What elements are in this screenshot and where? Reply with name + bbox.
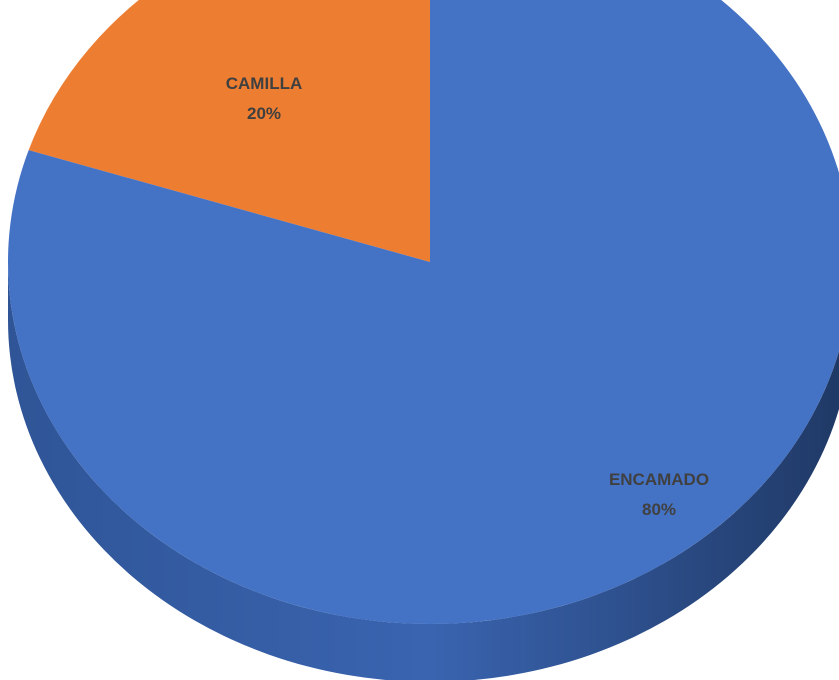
pie-side-encamado: [8, 262, 839, 680]
pie-top-faces: [8, 0, 839, 624]
pie-slice-encamado: [8, 0, 839, 624]
slice-label-camilla: CAMILLA: [226, 74, 302, 93]
slice-percent-encamado: 80%: [642, 500, 676, 519]
slice-label-encamado: ENCAMADO: [609, 470, 709, 489]
slice-percent-camilla: 20%: [247, 104, 281, 123]
pie-labels: CAMILLA 20% ENCAMADO 80%: [226, 74, 709, 519]
pie-slice-camilla: [28, 0, 430, 262]
pie-side-walls: [8, 262, 839, 680]
